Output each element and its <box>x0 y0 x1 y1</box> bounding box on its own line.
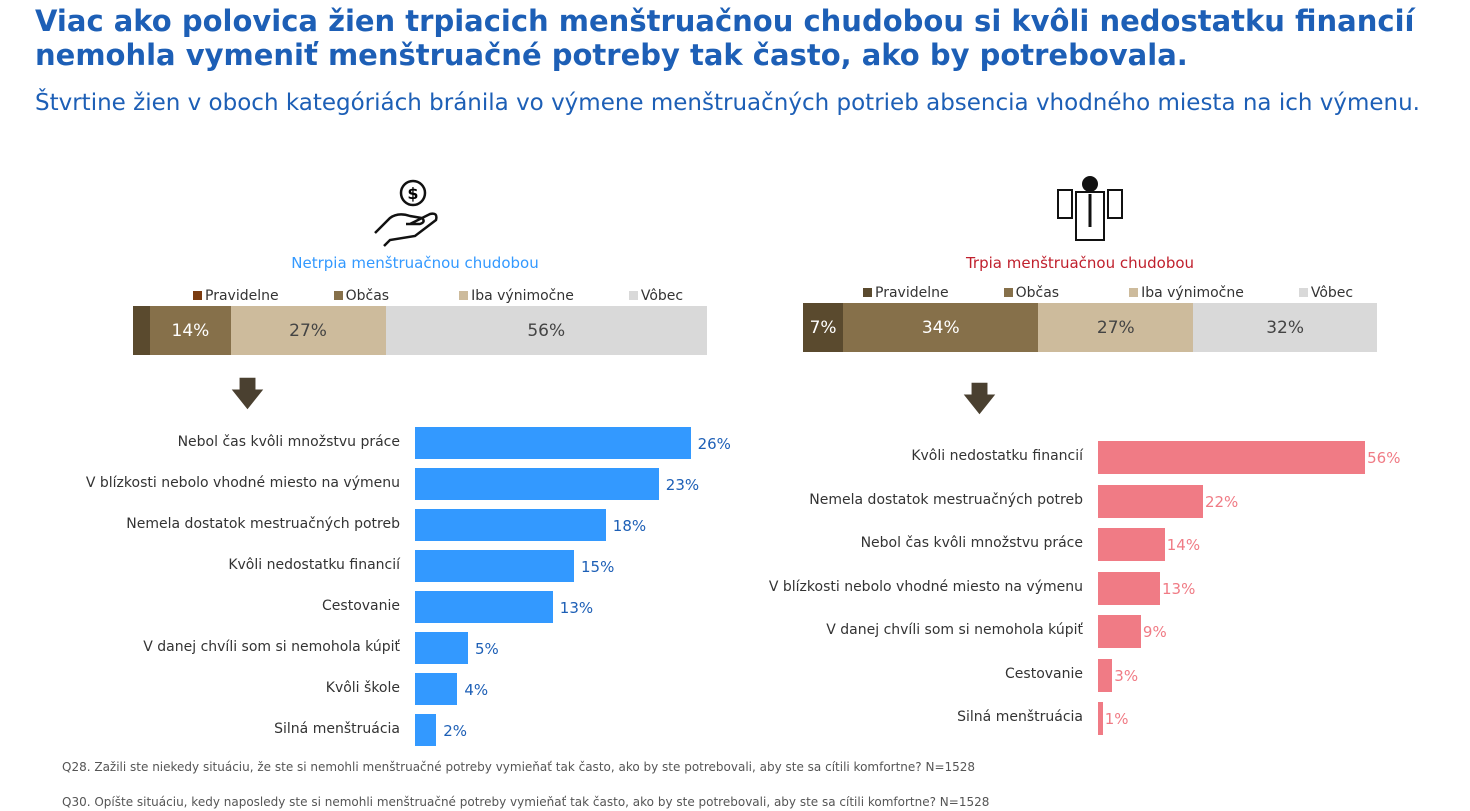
footnote-q28: Q28. Zažili ste niekedy situáciu, že ste… <box>62 760 976 774</box>
legend-item: Vôbec <box>628 288 684 304</box>
bar-value: 18% <box>612 517 647 535</box>
bar-value: 26% <box>697 435 731 453</box>
legend-swatch <box>628 291 638 300</box>
bar-label: Nemela dostatok mestruačných potreb <box>809 491 1083 508</box>
bar-value: 13% <box>559 599 594 617</box>
legend-swatch <box>333 291 343 300</box>
bar <box>1098 658 1113 692</box>
right-panel-title: Trpia menštruačnou chudobou <box>965 254 1195 272</box>
bar-label: Cestovanie <box>322 598 400 614</box>
bar-value: 13% <box>1162 579 1196 598</box>
bar <box>415 714 437 746</box>
bar-label: Kvôli škole <box>325 680 400 696</box>
legend-label: Iba výnimočne <box>1141 285 1244 301</box>
stack-segment: 34% <box>843 303 1039 352</box>
legend-swatch <box>1129 288 1139 297</box>
bar <box>1098 702 1103 735</box>
bar <box>1098 571 1160 605</box>
bar-label: V danej chvíli som si nemohola kúpiť <box>143 639 400 655</box>
bar <box>415 509 606 541</box>
bar <box>1098 484 1203 518</box>
legend-item: Vôbec <box>1298 285 1354 301</box>
empty-pockets-icon <box>1057 176 1123 241</box>
bar-value: 9% <box>1142 623 1167 641</box>
legend-item: Občas <box>1003 285 1060 301</box>
legend-swatch <box>1003 288 1013 297</box>
bar <box>1098 615 1141 648</box>
bar-value: 4% <box>464 681 489 699</box>
legend-swatch <box>193 291 202 300</box>
legend-label: Pravidelne <box>875 285 949 301</box>
stack-segment: 7% <box>803 303 844 352</box>
legend-label: Pravidelne <box>205 288 279 304</box>
legend-item: Pravidelne <box>193 288 279 304</box>
page-subtitle: Štvrtine žien v oboch kategóriách bránil… <box>35 90 1420 116</box>
legend-label: Občas <box>345 288 390 304</box>
bar-label: Silná menštruácia <box>274 721 400 737</box>
bar-value: 23% <box>665 476 700 494</box>
stack-segment: 56% <box>385 306 707 355</box>
bar <box>415 427 691 459</box>
legend-item: Iba výnimočne <box>459 288 574 304</box>
bar <box>415 632 468 664</box>
legend-label: Vôbec <box>1310 285 1354 301</box>
legend-swatch <box>459 291 469 300</box>
legend-item: Iba výnimočne <box>1129 285 1244 301</box>
bar <box>415 673 458 705</box>
legend-label: Občas <box>1015 285 1060 301</box>
bar-value: 14% <box>1166 536 1201 554</box>
bar-value: 56% <box>1367 449 1401 467</box>
stack-segment: 27% <box>230 306 386 355</box>
bar <box>415 591 553 623</box>
bar-label: Cestovanie <box>1005 665 1083 682</box>
footnote-q30: Q30. Opíšte situáciu, kedy naposledy ste… <box>62 795 990 809</box>
bar-label: V danej chvíli som si nemohola kúpiť <box>826 622 1083 638</box>
bar <box>1098 441 1366 474</box>
bar-label: Nebol čas kvôli množstvu práce <box>860 535 1083 551</box>
left-panel-title: Netrpia menštruačnou chudobou <box>291 254 539 272</box>
stack-segment <box>133 306 151 355</box>
bar <box>415 468 659 500</box>
legend-swatch <box>863 288 872 297</box>
bar-label: Nebol čas kvôli množstvu práce <box>177 434 400 450</box>
stacked-bar-left: 14% 27% 56% <box>133 306 707 355</box>
bar-label: Kvôli nedostatku financií <box>228 557 400 573</box>
bar-value: 1% <box>1104 710 1129 728</box>
bar-label: Kvôli nedostatku financií <box>911 448 1083 464</box>
bar-value: 2% <box>443 722 467 740</box>
bar-value: 5% <box>475 640 499 658</box>
bar <box>1098 528 1165 561</box>
bar-label: V blízkosti nebolo vhodné miesto na výme… <box>768 578 1083 595</box>
down-arrow-icon: 🡇 <box>962 379 997 419</box>
bar-value: 22% <box>1204 492 1239 511</box>
legend-item: Pravidelne <box>863 285 949 301</box>
down-arrow-icon: 🡇 <box>230 374 265 414</box>
bar-label: Silná menštruácia <box>957 709 1083 725</box>
page-title: Viac ako polovica žien trpiacich menštru… <box>35 4 1415 72</box>
stack-segment: 32% <box>1193 303 1377 352</box>
bar <box>415 550 574 582</box>
stacked-bar-right: 7% 34% 27% 32% <box>803 303 1377 352</box>
svg-text:$: $ <box>407 184 418 203</box>
legend-swatch <box>1298 288 1308 297</box>
stack-segment: 27% <box>1038 303 1194 352</box>
bar-value: 3% <box>1114 666 1139 685</box>
hand-coin-icon: $ <box>374 179 438 247</box>
bar-value: 15% <box>581 558 615 576</box>
legend-label: Iba výnimočne <box>471 288 574 304</box>
stack-segment: 14% <box>150 306 231 355</box>
legend-label: Vôbec <box>640 288 684 304</box>
bar-label: Nemela dostatok mestruačných potreb <box>126 516 400 532</box>
legend-item: Občas <box>333 288 390 304</box>
bar-label: V blízkosti nebolo vhodné miesto na výme… <box>85 475 400 491</box>
